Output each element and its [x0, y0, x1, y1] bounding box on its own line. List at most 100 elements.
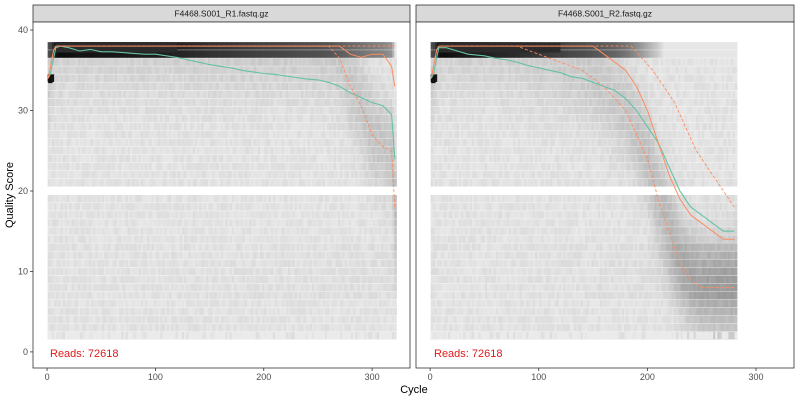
heat-cell — [259, 66, 263, 74]
heat-cell — [253, 315, 257, 324]
heat-cell — [303, 195, 306, 203]
heat-cell — [54, 275, 57, 284]
heat-cell — [64, 331, 68, 340]
heat-cell — [207, 58, 211, 66]
heat-cell — [227, 74, 231, 82]
heat-cell — [214, 331, 218, 340]
heat-cell — [142, 130, 146, 139]
heat-cell — [47, 267, 51, 276]
heat-cell — [179, 275, 183, 284]
heat-cell — [309, 50, 313, 58]
heat-cell — [136, 211, 140, 219]
heat-cell — [283, 267, 287, 276]
heat-cell — [207, 122, 211, 131]
heat-cell — [225, 90, 228, 99]
heat-cell — [88, 114, 92, 123]
heat-cell — [47, 122, 51, 131]
heat-cell — [283, 227, 287, 235]
heat-cell — [327, 283, 330, 292]
heat-cell — [238, 58, 241, 66]
heat-cell — [242, 138, 246, 147]
heat-cell — [151, 331, 155, 340]
heat-cell — [177, 267, 181, 276]
heat-cell — [335, 114, 339, 123]
heat-cell — [259, 74, 263, 82]
heat-cell — [110, 162, 114, 171]
heat-cell — [121, 146, 124, 155]
heat-cell — [93, 283, 96, 292]
heat-cell — [229, 114, 233, 123]
heat-cell — [188, 50, 192, 58]
heat-cell — [249, 259, 252, 268]
heat-cell — [281, 130, 285, 139]
heat-cell — [227, 315, 231, 324]
heat-cell — [145, 275, 148, 284]
heat-cell — [56, 82, 59, 90]
heat-cell — [93, 138, 96, 147]
heat-cell — [62, 323, 66, 332]
heat-cell — [227, 195, 231, 203]
heat-cell — [82, 259, 85, 268]
heat-cell — [132, 307, 135, 316]
heat-cell — [268, 90, 272, 99]
heat-cell — [93, 122, 96, 131]
heat-cell — [71, 138, 75, 147]
heat-cell — [134, 106, 137, 115]
heat-cell — [238, 162, 241, 171]
heat-cell — [110, 82, 114, 90]
heat-cell — [75, 178, 79, 187]
heat-cell — [305, 154, 309, 163]
heat-cell — [236, 146, 239, 155]
heat-cell — [86, 275, 90, 284]
heat-cell — [99, 227, 103, 235]
heat-cell — [203, 211, 207, 219]
heat-cell — [264, 283, 267, 292]
heat-cell — [223, 58, 226, 66]
heat-cell — [203, 66, 207, 74]
heat-cell — [214, 267, 218, 276]
heat-cell — [112, 235, 116, 243]
heat-cell — [181, 331, 185, 340]
heat-cell — [320, 74, 324, 82]
heat-cell — [86, 58, 90, 66]
heat-cell — [80, 243, 83, 251]
heat-cell — [335, 243, 339, 251]
heat-cell — [119, 235, 122, 243]
heat-cell — [220, 58, 224, 66]
heat-cell — [272, 122, 276, 131]
heat-cell — [69, 178, 72, 187]
heat-cell — [246, 154, 250, 163]
heat-cell — [218, 162, 222, 171]
heat-cell — [335, 235, 339, 243]
heat-cell — [268, 50, 272, 58]
heat-cell — [82, 130, 85, 139]
heat-cell — [305, 195, 309, 203]
heat-cell — [114, 74, 118, 82]
heat-cell — [292, 74, 296, 82]
heat-cell — [158, 50, 161, 58]
heat-cell — [95, 82, 98, 90]
heat-cell — [71, 58, 75, 66]
heat-cell — [227, 130, 231, 139]
heat-cell — [335, 50, 339, 58]
heat-cell — [181, 162, 185, 171]
heat-cell — [268, 235, 272, 243]
heat-cell — [190, 211, 194, 219]
heat-cell — [114, 98, 118, 107]
heat-cell — [112, 307, 116, 316]
heat-cell — [188, 235, 192, 243]
heat-cell — [207, 203, 211, 211]
heat-cell — [114, 58, 118, 66]
heat-cell — [73, 178, 77, 187]
heat-cell — [62, 267, 66, 276]
heat-cell — [233, 146, 237, 155]
heat-cell — [311, 122, 315, 131]
heat-cell — [86, 307, 90, 316]
heat-cell — [257, 235, 261, 243]
heat-cell — [220, 130, 224, 139]
heat-cell — [242, 82, 246, 90]
heat-cell — [266, 323, 270, 332]
heat-cell — [285, 315, 289, 324]
heat-cell — [47, 219, 51, 227]
heat-cell — [147, 243, 150, 251]
